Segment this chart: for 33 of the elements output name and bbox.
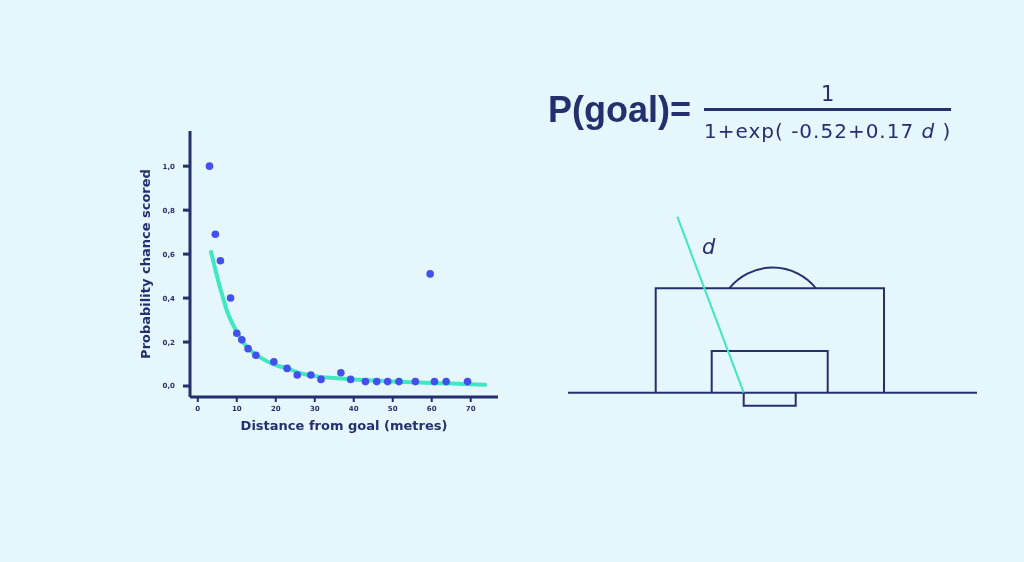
point [337,369,345,377]
text: P(goal)= [548,89,692,130]
point [232,329,241,338]
point [361,377,370,386]
point [244,344,252,353]
point [216,256,225,265]
point [463,377,472,386]
point [430,377,439,386]
point [383,377,392,386]
point [270,358,278,366]
point [346,375,355,384]
point [226,294,235,302]
point [205,162,214,170]
point [426,270,434,278]
y-axis-title: Probability chance scored [137,169,153,359]
line-series [209,249,488,387]
x-axis-title: Distance from goal (metres) [240,417,448,433]
point [395,377,403,386]
point [307,371,315,379]
point [442,377,450,386]
text: 1 [821,82,835,106]
point [252,351,260,360]
text: ) [942,119,952,143]
point [372,377,381,386]
point [238,336,246,344]
text: 1+exp( -0.52+0.17 [704,119,915,143]
point [211,230,220,239]
point [411,377,420,386]
text: d [921,119,936,143]
point [317,375,325,384]
point [283,364,291,373]
point [293,371,302,379]
text: d [702,235,716,259]
